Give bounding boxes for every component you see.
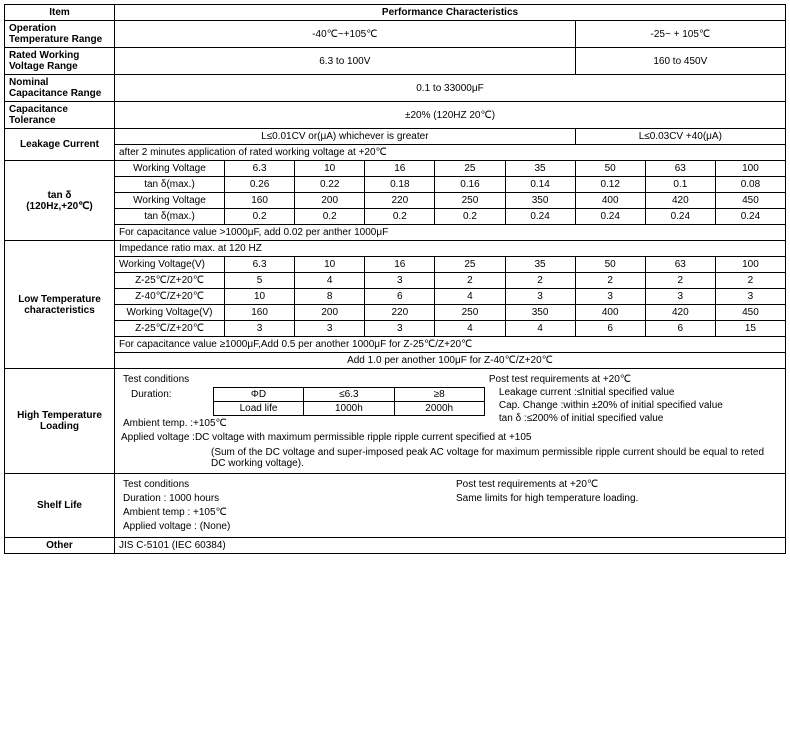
ratedv-v1: 6.3 to 100V [115, 48, 576, 75]
shelf-body: Test conditions Duration : 1000 hours Am… [115, 474, 786, 538]
hightemp-label: High Temperature Loading [5, 369, 115, 474]
col-item: Item [5, 5, 115, 21]
tand-r1l: Working Voltage [115, 161, 225, 177]
row-tand-4: tan δ(max.) 0.20.20.20.20.240.240.240.24 [5, 209, 786, 225]
lowt-label: Low Temperature characteristics [5, 241, 115, 369]
row-optemp: Operation Temperature Range -40℃~+105℃ -… [5, 21, 786, 48]
shelf-label: Shelf Life [5, 474, 115, 538]
optemp-v2: -25~ + 105℃ [575, 21, 785, 48]
row-tand-3: Working Voltage 160200220250350400420450 [5, 193, 786, 209]
other-value: JIS C-5101 (IEC 60384) [115, 538, 786, 554]
hightemp-body: Test conditions Duration: ΦD ≤6.3 ≥8 Loa… [115, 369, 786, 474]
nomcap-v1: 0.1 to 33000μF [115, 75, 786, 102]
nomcap-label: Nominal Capacitance Range [5, 75, 115, 102]
row-ratedv: Rated Working Voltage Range 6.3 to 100V … [5, 48, 786, 75]
row-other: Other JIS C-5101 (IEC 60384) [5, 538, 786, 554]
row-tand-2: tan δ(max.) 0.260.220.180.160.140.120.10… [5, 177, 786, 193]
row-tand-note: For capacitance value >1000μF, add 0.02 … [5, 225, 786, 241]
header-row: Item Performance Characteristics [5, 5, 786, 21]
ratedv-label: Rated Working Voltage Range [5, 48, 115, 75]
leak-v1: L≤0.01CV or(μA) whichever is greater [115, 129, 576, 145]
row-nomcap: Nominal Capacitance Range 0.1 to 33000μF [5, 75, 786, 102]
row-leak-2: after 2 minutes application of rated wor… [5, 145, 786, 161]
row-shelf: Shelf Life Test conditions Duration : 10… [5, 474, 786, 538]
row-tand-1: tan δ (120Hz,+20℃) Working Voltage 6.310… [5, 161, 786, 177]
optemp-v1: -40℃~+105℃ [115, 21, 576, 48]
captol-v1: ±20% (120HZ 20℃) [115, 102, 786, 129]
row-hightemp: High Temperature Loading Test conditions… [5, 369, 786, 474]
row-leak-1: Leakage Current L≤0.01CV or(μA) whicheve… [5, 129, 786, 145]
captol-label: Capacitance Tolerance [5, 102, 115, 129]
col-title: Performance Characteristics [115, 5, 786, 21]
other-label: Other [5, 538, 115, 554]
optemp-label: Operation Temperature Range [5, 21, 115, 48]
leak-label: Leakage Current [5, 129, 115, 161]
row-lowt-title: Low Temperature characteristics Impedanc… [5, 241, 786, 257]
tand-label: tan δ (120Hz,+20℃) [5, 161, 115, 241]
leak-note: after 2 minutes application of rated wor… [115, 145, 786, 161]
performance-table: Item Performance Characteristics Operati… [4, 4, 786, 554]
ratedv-v2: 160 to 450V [575, 48, 785, 75]
row-captol: Capacitance Tolerance ±20% (120HZ 20℃) [5, 102, 786, 129]
leak-v2: L≤0.03CV +40(μA) [575, 129, 785, 145]
duration-table: Duration: ΦD ≤6.3 ≥8 Load life 1000h 200… [123, 387, 485, 416]
